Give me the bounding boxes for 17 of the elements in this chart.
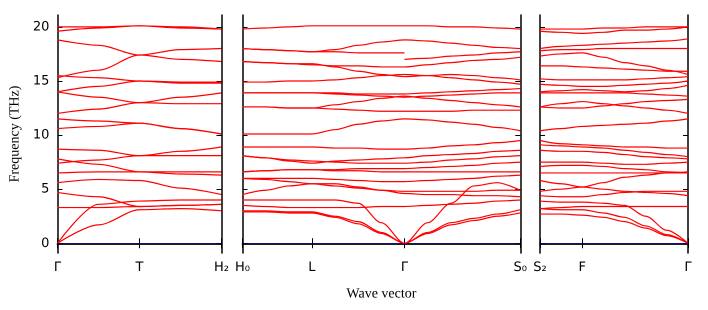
y-tick-label: 0 bbox=[41, 236, 50, 251]
y-axis-title: Frequency (THz) bbox=[8, 85, 22, 182]
y-tick-label: 5 bbox=[41, 182, 50, 197]
x-tick-label: H₂ bbox=[214, 260, 230, 275]
x-tick-label: H₀ bbox=[234, 260, 250, 275]
y-tick-label: 15 bbox=[32, 73, 50, 88]
y-tick-label: 20 bbox=[32, 19, 50, 34]
x-tick-label: Γ bbox=[54, 260, 62, 275]
x-tick-label: S₂ bbox=[533, 260, 547, 275]
x-tick-label: Γ bbox=[684, 260, 692, 275]
y-tick-label: 10 bbox=[32, 128, 50, 143]
x-axis-title: Wave vector bbox=[346, 286, 417, 302]
x-tick-label: S₀ bbox=[514, 260, 528, 275]
x-tick-label: Γ bbox=[400, 260, 409, 275]
x-tick-label: L bbox=[308, 260, 316, 275]
x-tick-label: T bbox=[134, 260, 144, 275]
x-tick-label: F bbox=[578, 260, 586, 275]
